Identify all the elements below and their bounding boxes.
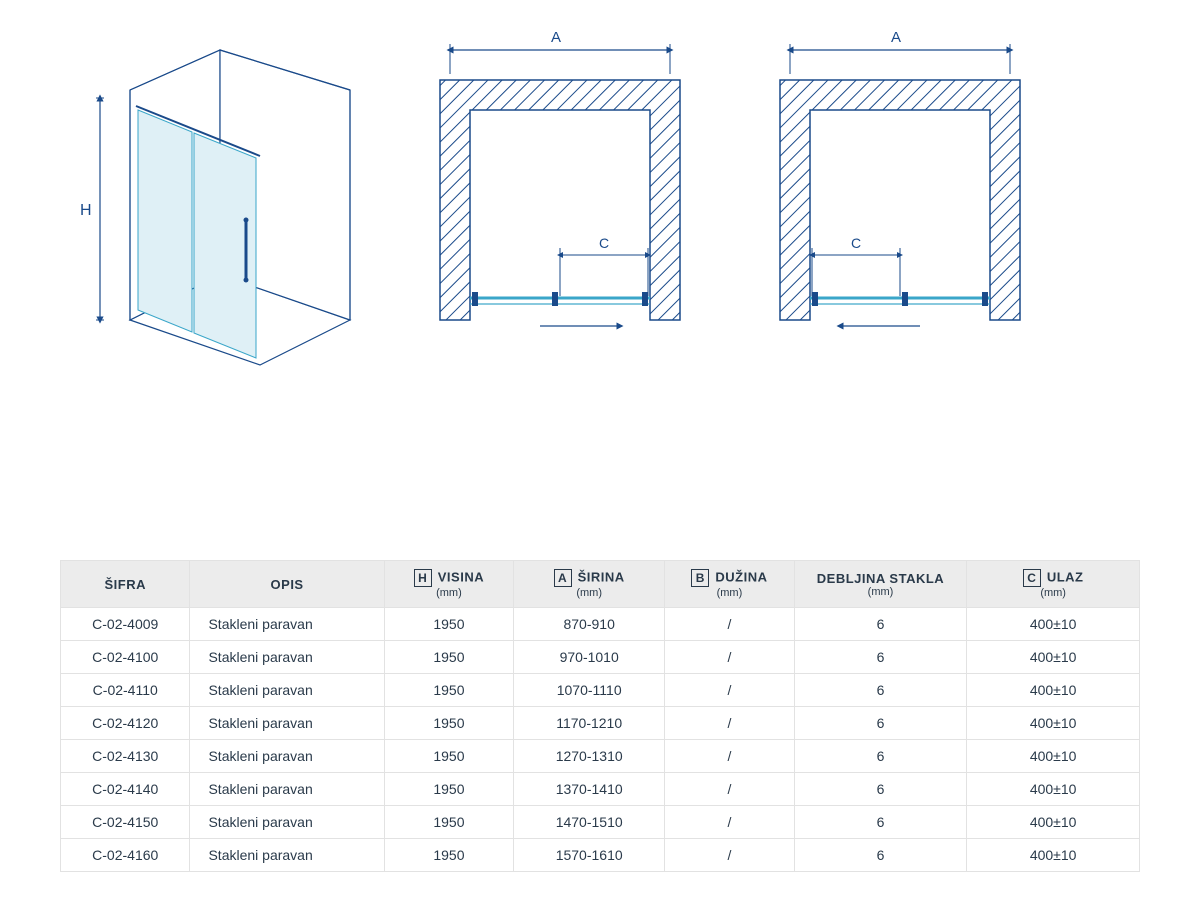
- th-duzina: BDUŽINA (mm): [665, 561, 794, 608]
- th-sirina: AŠIRINA (mm): [514, 561, 665, 608]
- table-cell: C-02-4130: [61, 740, 190, 773]
- table-cell: Stakleni paravan: [190, 641, 384, 674]
- table-row: C-02-4130Stakleni paravan19501270-1310/6…: [61, 740, 1140, 773]
- table-cell: 970-1010: [514, 641, 665, 674]
- spec-table-wrap: ŠIFRA OPIS HVISINA (mm) AŠIRINA (mm) BDU…: [0, 400, 1200, 872]
- table-cell: 400±10: [967, 839, 1140, 872]
- label-a: A: [551, 29, 561, 46]
- table-cell: /: [665, 839, 794, 872]
- iso-diagram: H: [60, 20, 360, 380]
- table-header-row: ŠIFRA OPIS HVISINA (mm) AŠIRINA (mm) BDU…: [61, 561, 1140, 608]
- table-cell: 400±10: [967, 806, 1140, 839]
- label-h: H: [80, 202, 92, 219]
- plan-diagram-2: A C: [760, 20, 1040, 350]
- diagram-row: H A: [0, 0, 1200, 400]
- table-cell: Stakleni paravan: [190, 740, 384, 773]
- th-ulaz: CULAZ (mm): [967, 561, 1140, 608]
- table-cell: 400±10: [967, 740, 1140, 773]
- table-cell: Stakleni paravan: [190, 608, 384, 641]
- table-cell: 1950: [384, 806, 513, 839]
- table-cell: 1950: [384, 641, 513, 674]
- plan-diagram-1: A C: [420, 20, 700, 350]
- table-body: C-02-4009Stakleni paravan1950870-910/640…: [61, 608, 1140, 872]
- table-cell: C-02-4009: [61, 608, 190, 641]
- table-cell: 6: [794, 806, 967, 839]
- table-cell: 400±10: [967, 773, 1140, 806]
- label-c-2: C: [851, 235, 861, 251]
- table-cell: 1950: [384, 740, 513, 773]
- th-debljina: DEBLJINA STAKLA (mm): [794, 561, 967, 608]
- table-cell: 6: [794, 740, 967, 773]
- table-cell: C-02-4120: [61, 707, 190, 740]
- table-cell: C-02-4100: [61, 641, 190, 674]
- table-cell: 6: [794, 773, 967, 806]
- label-a-2: A: [891, 29, 901, 46]
- table-cell: 400±10: [967, 674, 1140, 707]
- table-cell: 1950: [384, 674, 513, 707]
- table-cell: /: [665, 773, 794, 806]
- th-sifra: ŠIFRA: [61, 561, 190, 608]
- th-opis: OPIS: [190, 561, 384, 608]
- table-cell: 1270-1310: [514, 740, 665, 773]
- label-c-1: C: [599, 235, 609, 251]
- table-cell: 1950: [384, 707, 513, 740]
- table-row: C-02-4110Stakleni paravan19501070-1110/6…: [61, 674, 1140, 707]
- table-row: C-02-4160Stakleni paravan19501570-1610/6…: [61, 839, 1140, 872]
- table-cell: Stakleni paravan: [190, 839, 384, 872]
- table-cell: C-02-4160: [61, 839, 190, 872]
- table-cell: 1070-1110: [514, 674, 665, 707]
- table-cell: 1950: [384, 839, 513, 872]
- table-cell: 400±10: [967, 641, 1140, 674]
- table-cell: Stakleni paravan: [190, 773, 384, 806]
- table-cell: /: [665, 641, 794, 674]
- table-cell: 1470-1510: [514, 806, 665, 839]
- table-row: C-02-4120Stakleni paravan19501170-1210/6…: [61, 707, 1140, 740]
- table-cell: 1950: [384, 773, 513, 806]
- table-cell: 1170-1210: [514, 707, 665, 740]
- table-cell: 6: [794, 839, 967, 872]
- spec-table: ŠIFRA OPIS HVISINA (mm) AŠIRINA (mm) BDU…: [60, 560, 1140, 872]
- th-visina: HVISINA (mm): [384, 561, 513, 608]
- table-cell: /: [665, 608, 794, 641]
- table-cell: 6: [794, 641, 967, 674]
- table-cell: 6: [794, 674, 967, 707]
- table-cell: /: [665, 707, 794, 740]
- table-cell: C-02-4140: [61, 773, 190, 806]
- table-cell: 400±10: [967, 707, 1140, 740]
- table-cell: 6: [794, 608, 967, 641]
- table-cell: 870-910: [514, 608, 665, 641]
- table-cell: /: [665, 740, 794, 773]
- table-row: C-02-4140Stakleni paravan19501370-1410/6…: [61, 773, 1140, 806]
- table-cell: 1570-1610: [514, 839, 665, 872]
- table-cell: 400±10: [967, 608, 1140, 641]
- table-cell: C-02-4150: [61, 806, 190, 839]
- table-cell: 1370-1410: [514, 773, 665, 806]
- table-cell: C-02-4110: [61, 674, 190, 707]
- table-cell: /: [665, 806, 794, 839]
- table-cell: 6: [794, 707, 967, 740]
- table-cell: /: [665, 674, 794, 707]
- table-row: C-02-4100Stakleni paravan1950970-1010/64…: [61, 641, 1140, 674]
- table-row: C-02-4150Stakleni paravan19501470-1510/6…: [61, 806, 1140, 839]
- table-cell: Stakleni paravan: [190, 674, 384, 707]
- table-cell: 1950: [384, 608, 513, 641]
- table-cell: Stakleni paravan: [190, 707, 384, 740]
- table-cell: Stakleni paravan: [190, 806, 384, 839]
- table-row: C-02-4009Stakleni paravan1950870-910/640…: [61, 608, 1140, 641]
